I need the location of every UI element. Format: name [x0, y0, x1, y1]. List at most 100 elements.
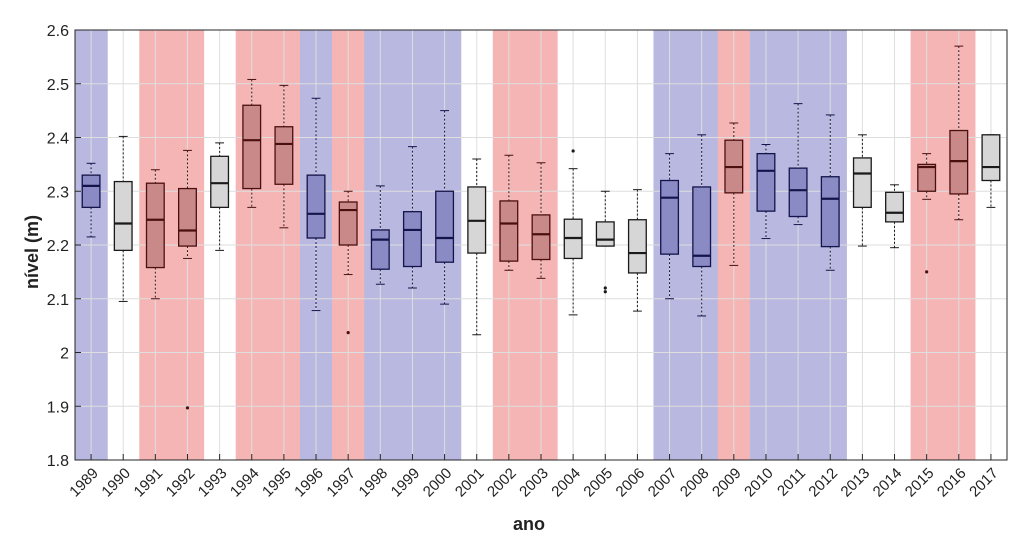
box-1998	[370, 185, 390, 285]
box-iqr	[81, 174, 101, 209]
x-tick-label-1989: 1989	[66, 465, 102, 501]
y-tick-label-2: 2	[60, 346, 69, 363]
x-tick-label-1990: 1990	[98, 465, 134, 501]
box-1996	[306, 97, 326, 312]
box-iqr	[627, 219, 647, 274]
x-tick-label-1996: 1996	[291, 465, 327, 501]
box-iqr	[692, 186, 712, 268]
x-tick-label-2012: 2012	[805, 465, 841, 501]
box-1997	[338, 190, 358, 335]
box-2012	[820, 114, 840, 271]
x-tick-label-1998: 1998	[356, 465, 392, 501]
box-2008	[692, 134, 712, 317]
box-2002	[499, 154, 519, 271]
x-tick-label-1994: 1994	[227, 465, 263, 501]
outlier-point-0	[346, 331, 350, 335]
box-2016	[949, 45, 969, 221]
box-1990	[113, 135, 133, 302]
y-tick-label-4: 2.2	[47, 238, 69, 255]
x-tick-label-1993: 1993	[195, 465, 231, 501]
box-iqr	[788, 167, 808, 218]
box-iqr	[499, 200, 519, 262]
outlier-point-0	[571, 149, 575, 153]
x-tick-label-2010: 2010	[741, 465, 777, 501]
box-iqr	[113, 180, 133, 252]
box-2013	[852, 134, 872, 247]
box-2000	[435, 110, 455, 305]
box-2005	[595, 190, 615, 294]
x-tick-label-2004: 2004	[548, 465, 584, 501]
x-tick-label-2006: 2006	[613, 465, 649, 501]
y-tick-label-1: 1.9	[47, 399, 69, 416]
y-tick-label-7: 2.5	[47, 77, 69, 94]
outlier-point-1	[603, 286, 607, 290]
box-1995	[274, 84, 294, 229]
y-axis-ticks: 1.8 1.9 2 2.1 2.2 2.3 2.4 2.5 2.6	[47, 23, 81, 470]
box-2014	[885, 184, 905, 249]
x-axis-ticks: 1989199019911992199319941995199619971998…	[66, 454, 1002, 501]
y-tick-label-0: 1.8	[47, 453, 69, 470]
box-iqr	[177, 187, 197, 247]
box-2001	[467, 158, 487, 336]
box-iqr	[145, 182, 165, 269]
box-2010	[756, 143, 776, 240]
outlier-point-0	[185, 406, 190, 410]
y-tick-label-6: 2.4	[47, 131, 69, 148]
box-iqr	[274, 126, 294, 185]
y-axis-label: nível (m)	[22, 215, 42, 289]
y-tick-label-3: 2.1	[47, 292, 69, 309]
box-iqr	[435, 190, 455, 263]
box-iqr	[402, 211, 422, 268]
x-axis-label: ano	[513, 514, 545, 534]
box-iqr	[595, 221, 615, 247]
x-tick-label-1992: 1992	[163, 465, 199, 501]
box-2011	[788, 103, 808, 226]
x-tick-label-1997: 1997	[323, 465, 359, 501]
x-tick-label-2001: 2001	[452, 465, 488, 501]
box-2017	[981, 134, 1001, 208]
box-iqr	[210, 155, 230, 209]
outlier-point-0	[925, 270, 929, 274]
x-tick-label-2014: 2014	[870, 465, 906, 501]
box-2015	[917, 153, 937, 274]
box-iqr	[242, 104, 262, 190]
x-tick-label-1991: 1991	[131, 465, 167, 501]
box-1989	[81, 162, 101, 238]
box-iqr	[917, 163, 937, 192]
box-iqr	[531, 214, 551, 261]
x-tick-label-1995: 1995	[259, 465, 295, 501]
box-iqr	[338, 201, 358, 246]
outlier-point-0	[603, 290, 607, 294]
x-tick-label-2002: 2002	[484, 465, 520, 501]
box-2003	[531, 162, 551, 279]
x-tick-label-2003: 2003	[516, 465, 552, 501]
y-tick-label-5: 2.3	[47, 184, 69, 201]
box-1991	[145, 169, 165, 300]
x-tick-label-2007: 2007	[645, 465, 681, 501]
box-iqr	[852, 157, 872, 209]
box-iqr	[660, 179, 680, 255]
box-iqr	[820, 176, 840, 248]
box-iqr	[306, 174, 326, 239]
x-tick-label-2000: 2000	[420, 465, 456, 501]
box-2007	[660, 153, 680, 300]
x-tick-label-2015: 2015	[902, 465, 938, 501]
box-1999	[402, 146, 422, 289]
boxes	[81, 45, 1001, 410]
box-iqr	[756, 152, 776, 212]
x-tick-label-2009: 2009	[709, 465, 745, 501]
x-tick-label-1999: 1999	[388, 465, 424, 501]
x-tick-label-2005: 2005	[580, 465, 616, 501]
y-tick-label-8: 2.6	[47, 23, 69, 40]
x-tick-label-2017: 2017	[966, 465, 1002, 501]
box-1994	[242, 78, 262, 208]
box-1993	[210, 142, 230, 251]
box-2009	[724, 122, 744, 266]
box-2004	[563, 149, 583, 316]
box-iqr	[370, 229, 390, 270]
x-tick-label-2016: 2016	[934, 465, 970, 501]
box-2006	[627, 189, 647, 312]
x-tick-label-2008: 2008	[677, 465, 713, 501]
x-tick-label-2013: 2013	[838, 465, 874, 501]
